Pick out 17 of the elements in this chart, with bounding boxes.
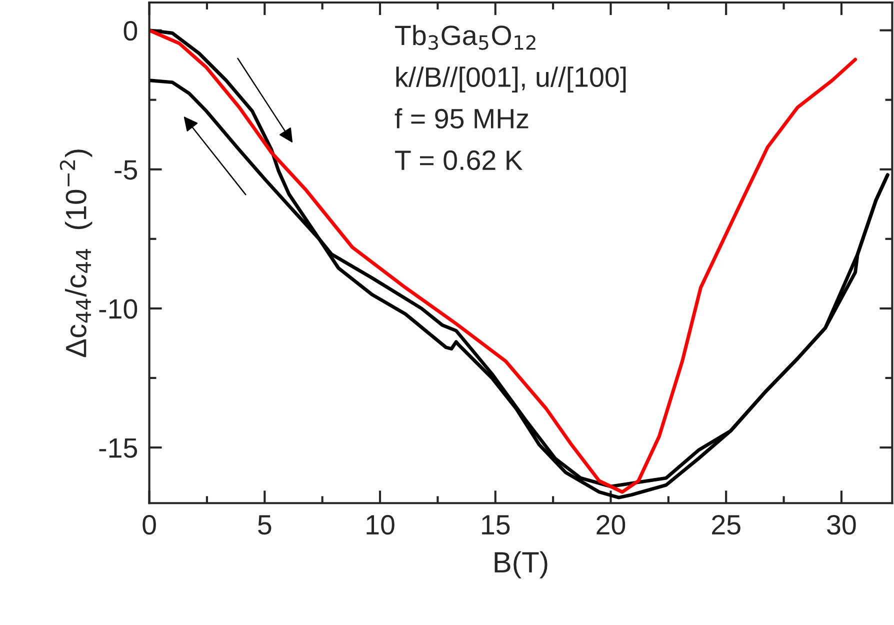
annotation: Tb$_{3}$Ga$_{5}$O$_{12}$: [395, 24, 536, 50]
y-axis-title: Δc$_{44}$/c$_{44}$ (10$^{−2}$): [60, 150, 92, 358]
annotation: f = 95 MHz: [394, 108, 528, 129]
x-tick-label: 20: [596, 514, 626, 535]
annotation: T = 0.62 K: [395, 150, 523, 170]
y-tick-label: 0: [124, 20, 138, 41]
y-tick-label: -15: [99, 438, 138, 458]
y-tick-label: -10: [99, 299, 138, 319]
x-tick-label: 25: [712, 514, 740, 535]
y-tick-label: -5: [114, 160, 138, 180]
x-axis-title: B(T): [494, 551, 548, 578]
annotation: k//B//[001], u//[100]: [396, 66, 626, 92]
x-tick-label: 0: [142, 514, 156, 535]
x-tick-label: 10: [366, 514, 394, 535]
x-tick-label: 5: [258, 515, 272, 535]
x-tick-label: 30: [827, 514, 856, 535]
x-tick-label: 15: [482, 515, 510, 535]
